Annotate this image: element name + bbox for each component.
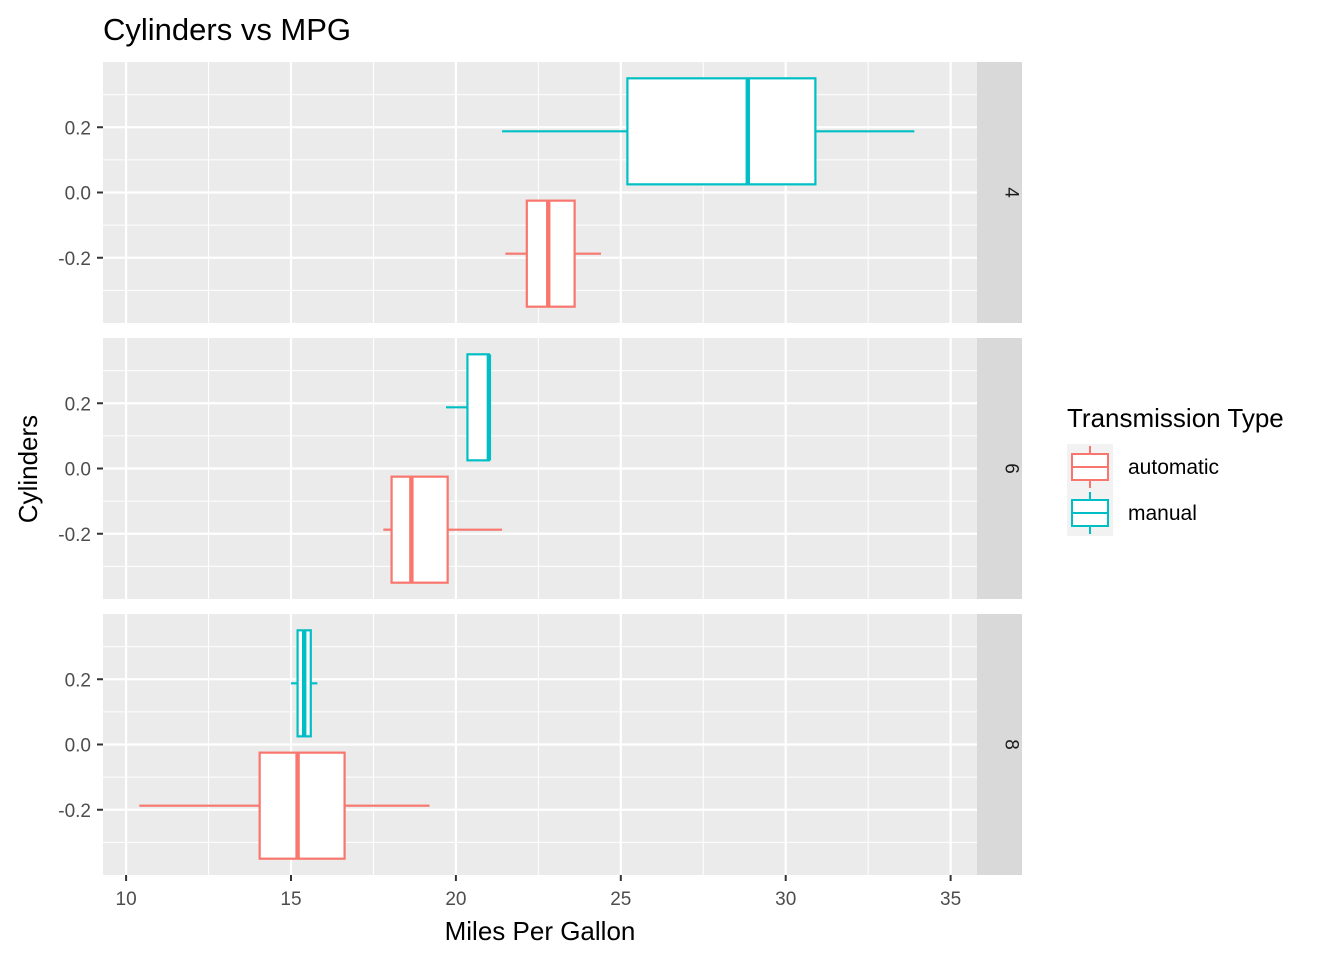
facet-strip [977, 614, 1022, 875]
boxplot-automatic [383, 475, 503, 584]
facet-strip-label: 6 [1001, 463, 1022, 474]
boxplot-automatic [505, 199, 602, 308]
x-tick-label: 25 [610, 889, 631, 910]
boxplot-manual [446, 353, 492, 462]
x-tick-label: 20 [445, 889, 466, 910]
legend-label: manual [1128, 502, 1197, 525]
facet-strip-label: 8 [1001, 739, 1022, 750]
box-iqr [626, 77, 817, 186]
facet-strip [977, 62, 1022, 323]
legend: Transmission Type automatic manual [1067, 403, 1284, 536]
facet-panel-4: -0.2 0.0 0.2 4 [58, 62, 1022, 323]
legend-item-manual: manual [1067, 490, 1197, 536]
x-tick-label: 15 [280, 889, 301, 910]
x-tick-label: 30 [775, 889, 796, 910]
y-tick-label: 0.0 [65, 184, 91, 205]
box-iqr [390, 475, 449, 584]
facet-panel-6: -0.2 0.0 0.2 6 [58, 338, 1022, 599]
facet-panels: -0.2 0.0 0.2 4 -0.2 0.0 0.2 6 -0.2 0.0 0.2 8 10 15 20 2… [58, 62, 1022, 910]
legend-label: automatic [1128, 456, 1219, 479]
facet-strip [977, 338, 1022, 599]
legend-items: automatic manual [1067, 444, 1219, 536]
legend-item-automatic: automatic [1067, 444, 1219, 490]
y-tick-label: 0.2 [65, 394, 91, 415]
facet-panel-8: -0.2 0.0 0.2 8 10 15 20 25 30 35 [58, 614, 1022, 910]
legend-title: Transmission Type [1067, 403, 1284, 433]
y-tick-label: 0.0 [65, 736, 91, 757]
y-tick-label: -0.2 [58, 525, 91, 546]
box-iqr [525, 199, 576, 308]
x-tick-label: 35 [940, 889, 961, 910]
y-tick-label: 0.0 [65, 460, 91, 481]
box-iqr [466, 353, 490, 462]
y-tick-label: 0.2 [65, 118, 91, 139]
facet-strip-label: 4 [1001, 187, 1022, 198]
boxplot-manual [502, 77, 915, 186]
x-tick-label: 10 [116, 889, 137, 910]
y-tick-label: -0.2 [58, 801, 91, 822]
y-axis-title: Cylinders [13, 415, 43, 523]
x-axis-title: Miles Per Gallon [445, 916, 636, 946]
boxplot-manual [290, 629, 318, 738]
y-tick-label: 0.2 [65, 670, 91, 691]
box-iqr [258, 751, 346, 860]
boxplot-automatic [139, 751, 430, 860]
y-tick-label: -0.2 [58, 249, 91, 270]
chart-title: Cylinders vs MPG [103, 12, 351, 47]
